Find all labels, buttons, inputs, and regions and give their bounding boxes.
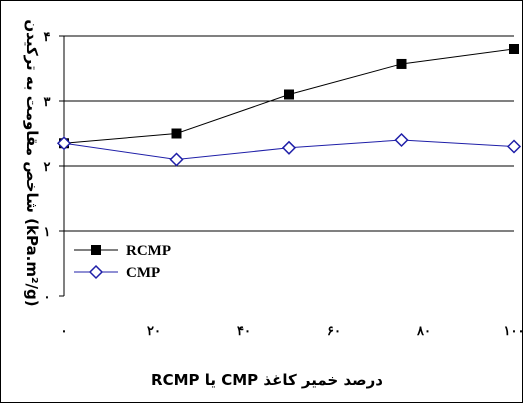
legend-label-rcmp: RCMP	[126, 243, 171, 259]
point-cmp-0	[56, 136, 72, 151]
axes	[59, 35, 65, 297]
x-tick-label-1: ۲۰	[147, 324, 161, 339]
legend-marker-rcmp	[91, 245, 101, 255]
legend-label-cmp: CMP	[126, 265, 160, 281]
point-rcmp-2	[284, 89, 294, 100]
legend-marker-cmp	[88, 264, 104, 280]
y-tick-label-3: ۳	[44, 95, 51, 110]
gridlines	[64, 35, 514, 232]
point-cmp-4	[506, 139, 522, 154]
x-tick-label-4: ۸۰	[416, 324, 431, 339]
y-tick-label-1: ۱	[44, 225, 51, 240]
x-axis-title: درصد خمیر کاغذ CMP یا RCMP	[151, 371, 383, 389]
point-cmp-2	[281, 140, 297, 155]
x-tick-label-5: ۱۰۰	[504, 324, 523, 339]
y-axis-title: (kPa.m²/g) شاخص مقاومت به ترکیدن	[23, 19, 41, 306]
x-tick-label-0: ۰	[61, 324, 68, 339]
y-tick-label-2: ۲	[44, 160, 51, 175]
y-tick-label-0: ۰	[44, 290, 51, 305]
legend: RCMP CMP	[74, 243, 171, 281]
point-rcmp-4	[509, 44, 519, 54]
x-tick-label-3: ۶۰	[327, 324, 341, 339]
point-rcmp-3	[396, 58, 407, 69]
y-tick-label-4: ۴	[44, 30, 51, 45]
series-lines	[56, 44, 522, 167]
point-rcmp-1	[171, 128, 182, 139]
x-tick-label-2: ۴۰	[237, 324, 251, 339]
point-cmp-1	[169, 152, 184, 167]
point-cmp-3	[394, 132, 409, 148]
